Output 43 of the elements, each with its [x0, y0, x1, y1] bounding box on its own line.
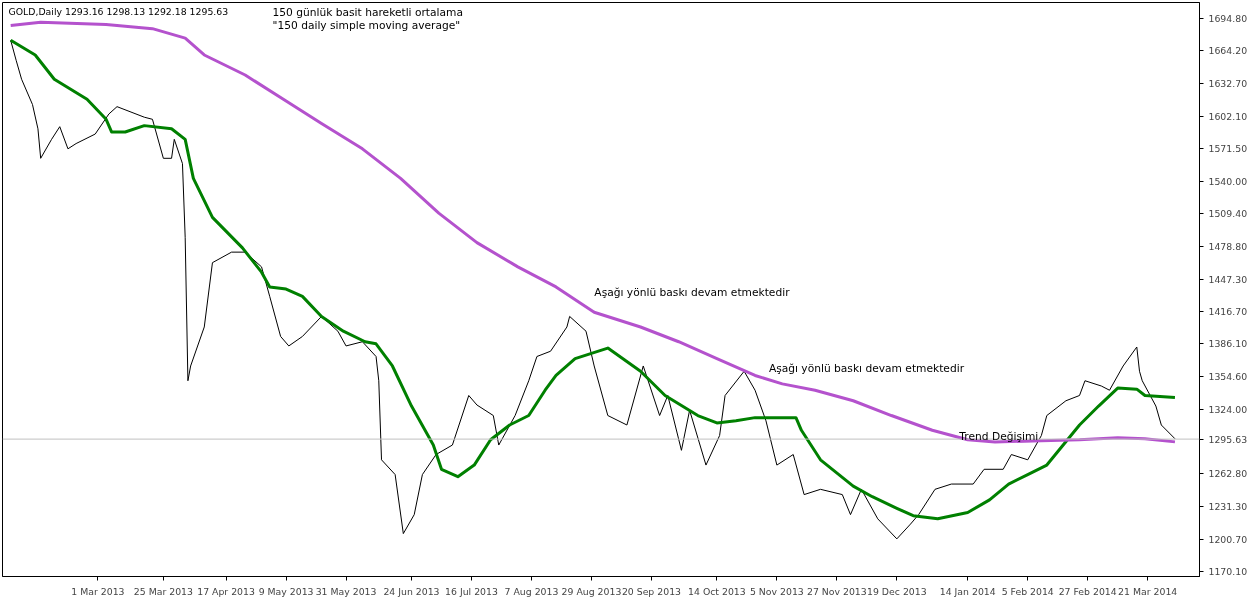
chart-title: GOLD,Daily 1293.16 1298.13 1292.18 1295.63: [8, 5, 229, 17]
annotation: Aşağı yönlü baskı devam etmektedir: [768, 362, 965, 376]
x-tick-label: 9 May 2013: [258, 585, 314, 597]
y-tick-label: 1447.30: [1208, 273, 1248, 285]
x-tick-label: 20 Sep 2013: [621, 585, 682, 597]
x-tick-label: 1 Mar 2013: [71, 585, 125, 597]
x-tick-label: 16 Jul 2013: [445, 585, 498, 597]
x-tick-label: 7 Aug 2013: [504, 585, 559, 597]
y-tick-label: 1571.50: [1208, 142, 1248, 154]
y-tick-label: 1386.10: [1208, 338, 1248, 350]
x-tick-label: 29 Aug 2013: [561, 585, 622, 597]
y-tick-label: 1602.10: [1208, 110, 1248, 122]
x-tick-label: 19 Dec 2013: [867, 585, 927, 597]
x-tick-label: 21 Mar 2014: [1118, 585, 1178, 597]
ref-line-label: 1295.63: [1208, 433, 1248, 445]
y-tick-label: 1170.10: [1208, 565, 1248, 577]
y-tick-label: 1231.30: [1208, 501, 1248, 513]
y-tick-label: 1200.70: [1208, 533, 1248, 545]
x-tick-label: 5 Nov 2013: [749, 585, 804, 597]
x-tick-label: 14 Oct 2013: [688, 585, 746, 597]
annotation: 150 günlük basit hareketli ortalama: [272, 5, 463, 19]
y-tick-label: 1416.70: [1208, 305, 1248, 317]
annotation: "150 daily simple moving average": [272, 18, 461, 32]
x-tick-label: 24 Jun 2013: [383, 585, 440, 597]
line-series: [9, 20, 1177, 444]
annotation: Aşağı yönlü baskı devam etmektedir: [594, 286, 791, 300]
x-tick-label: 27 Nov 2013: [806, 585, 867, 597]
y-tick-label: 1632.70: [1208, 78, 1248, 90]
y-tick-label: 1262.80: [1208, 468, 1248, 480]
x-tick-label: 5 Feb 2014: [1001, 585, 1054, 597]
y-tick-label: 1478.80: [1208, 240, 1248, 252]
y-tick-label: 1694.80: [1208, 12, 1248, 24]
y-tick-label: 1354.60: [1208, 371, 1248, 383]
x-tick-label: 27 Feb 2014: [1058, 585, 1117, 597]
y-tick-label: 1509.40: [1208, 208, 1248, 220]
annotation: Trend Değişimi: [958, 429, 1039, 443]
y-tick-label: 1664.20: [1208, 45, 1248, 57]
x-tick-label: 14 Jan 2014: [939, 585, 996, 597]
x-tick-label: 31 May 2013: [315, 585, 377, 597]
x-tick-label: 25 Mar 2013: [133, 585, 194, 597]
y-tick-label: 1540.00: [1208, 176, 1248, 187]
x-tick-label: 17 Apr 2013: [197, 585, 255, 597]
y-tick-label: 1324.00: [1208, 403, 1248, 415]
